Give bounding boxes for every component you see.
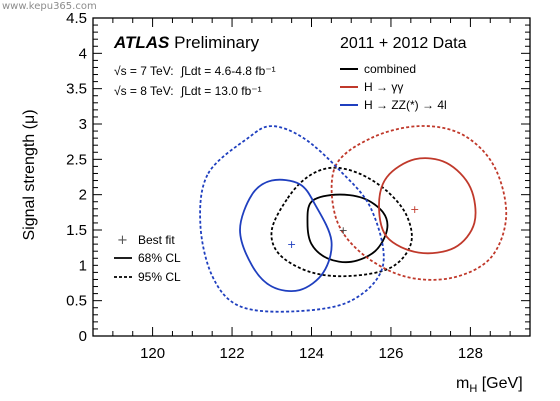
chart-title: ATLAS Preliminary	[113, 33, 260, 52]
x-tick-label: 122	[220, 345, 245, 362]
contour-95cl-h-zz-4l	[199, 125, 385, 313]
contour-68cl-h-zz-4l	[239, 178, 333, 292]
y-tick-label: 1	[79, 257, 87, 274]
y-tick-label: 4.5	[66, 10, 87, 27]
energy-line-7tev: √s = 7 TeV: ∫Ldt = 4.6-4.8 fb⁻¹	[114, 64, 276, 78]
energy-line-8tev: √s = 8 TeV: ∫Ldt = 13.0 fb⁻¹	[114, 84, 262, 98]
x-axis-title: mH [GeV]	[456, 375, 523, 395]
y-tick-label: 0.5	[66, 293, 87, 310]
legend-label-diphoton: H → γγ	[364, 80, 403, 94]
legend-marker-bestfit: +	[117, 233, 128, 248]
y-tick-label: 2.5	[66, 151, 87, 168]
x-tick-label: 120	[140, 345, 165, 362]
legend-label-zz: H → ZZ(*) → 4l	[364, 98, 447, 112]
best-fit-marker-h-zz-4l: +	[287, 238, 296, 251]
marker-layer: + + +	[287, 203, 419, 251]
y-tick-label: 3.5	[66, 81, 87, 98]
contour-68cl-combined	[306, 193, 389, 264]
best-fit-marker-combined: +	[339, 224, 348, 237]
preliminary-label: Preliminary	[174, 33, 260, 52]
chart-subtitle: 2011 + 2012 Data	[340, 35, 467, 52]
y-tick-label: 2	[79, 187, 87, 204]
x-tick-label: 126	[378, 345, 403, 362]
atlas-label: ATLAS	[113, 33, 170, 52]
y-tick-label: 4	[79, 45, 87, 62]
contour-95cl-h	[330, 125, 508, 281]
legend-label-95cl: 95% CL	[138, 270, 181, 284]
watermark: www.kepu365.com	[2, 1, 97, 12]
y-tick-label: 0	[79, 328, 87, 345]
contour-68cl-h	[378, 157, 477, 255]
legend-label-combined: combined	[364, 62, 416, 76]
legend-channels: combined H → γγ H → ZZ(*) → 4l	[340, 62, 447, 112]
x-tick-label: 124	[299, 345, 324, 362]
y-tick-label: 1.5	[66, 222, 87, 239]
y-axis-title: Signal strength (μ)	[21, 109, 38, 240]
legend-label-68cl: 68% CL	[138, 251, 181, 265]
axes-layer: 120 122 124 126 128 0 0.5 1 1.5 2 2.5 3 3.5 4 4.5	[66, 10, 530, 362]
contour-layer	[199, 125, 508, 313]
best-fit-marker-h: +	[410, 203, 419, 216]
y-tick-label: 3	[79, 116, 87, 133]
legend-label-bestfit: Best fit	[138, 233, 175, 247]
x-tick-label: 128	[458, 345, 483, 362]
legend-styles: + Best fit 68% CL 95% CL	[114, 233, 181, 284]
contour-95cl-combined	[270, 166, 413, 278]
